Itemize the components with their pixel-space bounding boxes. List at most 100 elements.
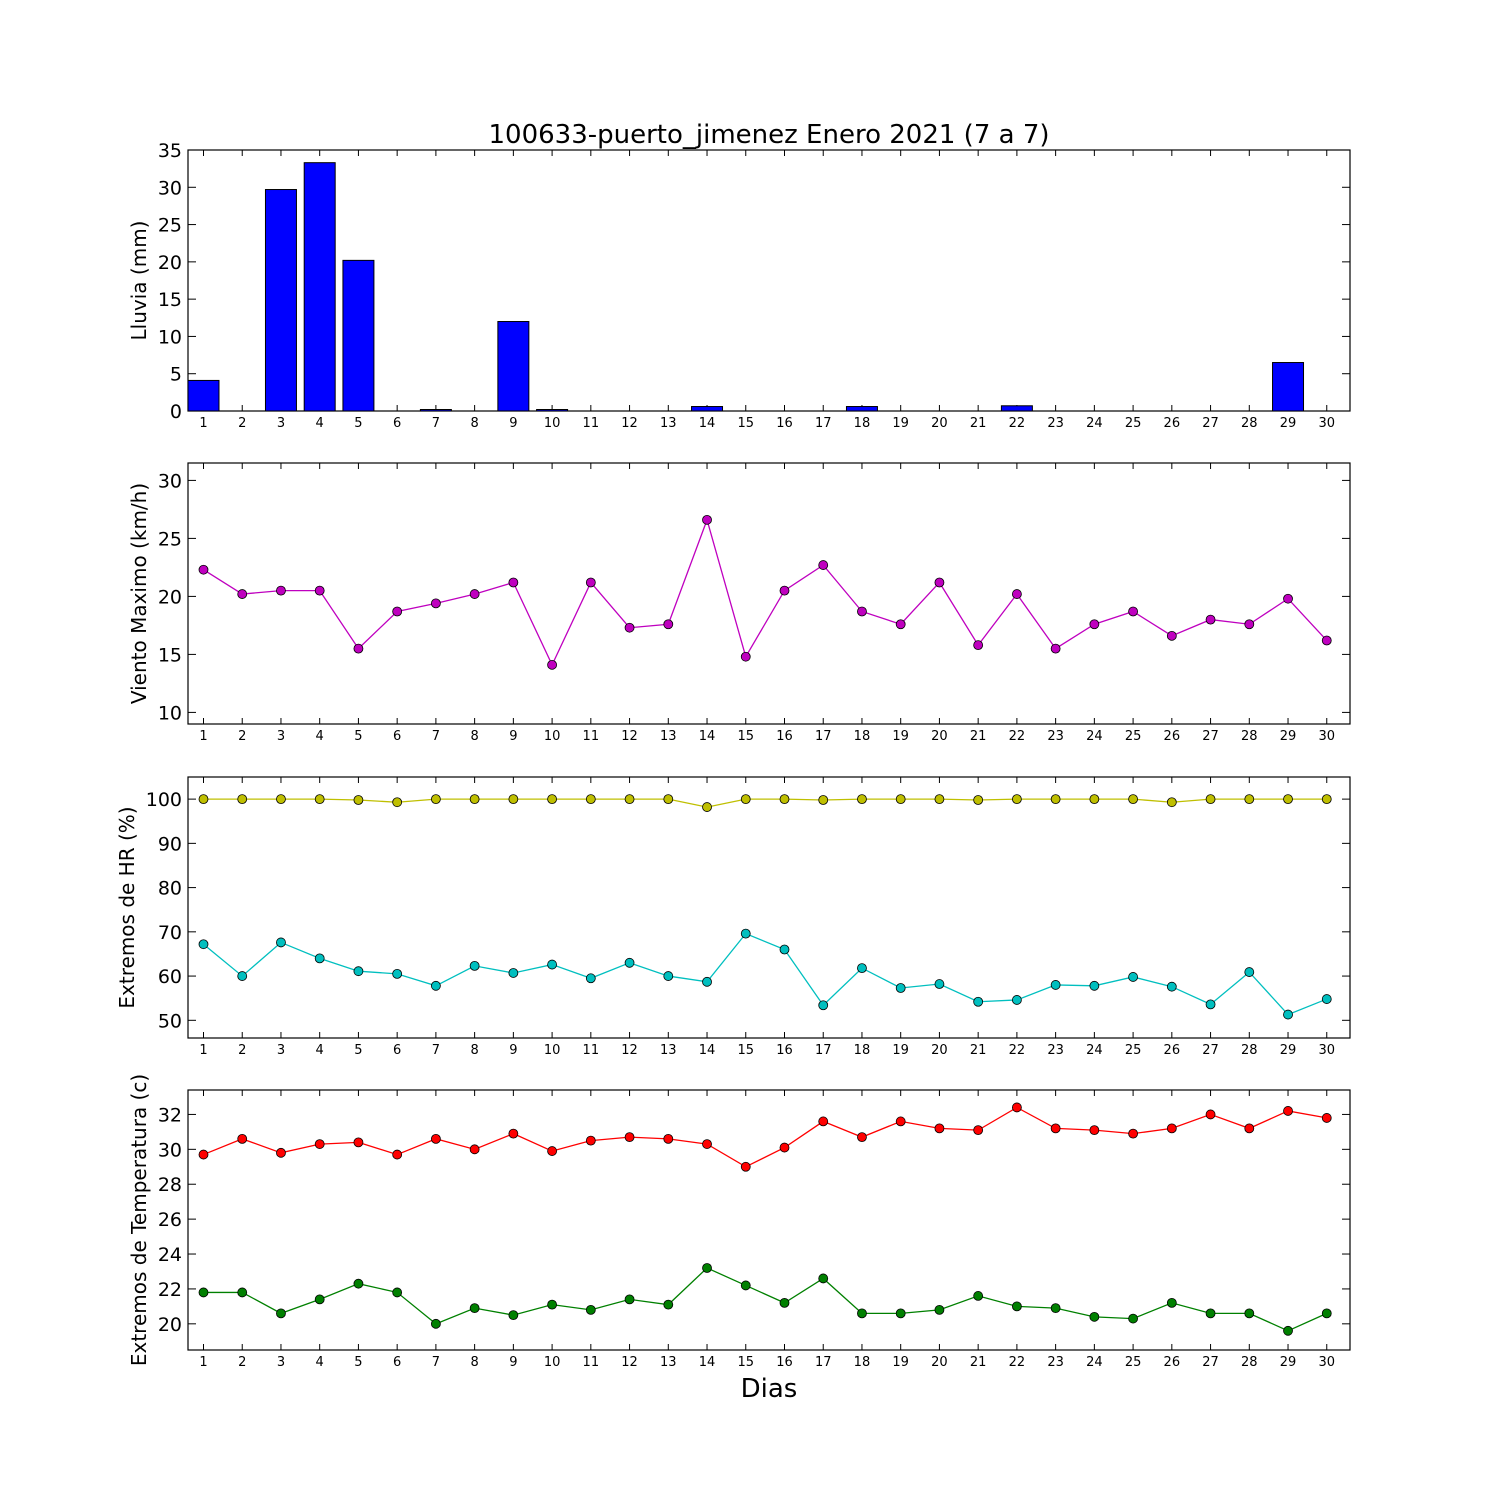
temperature-x-tick-label: 28 — [1241, 1355, 1258, 1370]
wind-x-tick-label: 1 — [199, 729, 207, 744]
temperature-series-0-point — [857, 1132, 867, 1143]
humidity-series-1-point — [276, 937, 286, 948]
humidity-series-0-point — [392, 797, 403, 808]
humidity-series-0-point — [1011, 794, 1022, 805]
temperature-series-1-point — [314, 1294, 325, 1305]
temperature-y-tick-label: 20 — [158, 1314, 182, 1336]
humidity-series-0-point — [1128, 794, 1138, 805]
humidity-series-1-point — [469, 960, 480, 971]
rain-bar — [845, 406, 878, 412]
temperature-series-1-point — [895, 1308, 906, 1319]
wind-series-0-point — [779, 585, 790, 596]
rain-x-tick-label: 20 — [931, 416, 948, 431]
humidity-series-0-point — [740, 794, 751, 805]
rain-y-tick-label: 25 — [158, 215, 182, 237]
temperature-y-tick-label: 28 — [158, 1174, 182, 1196]
humidity-series-1-point — [1050, 980, 1061, 990]
temperature-x-tick-label: 17 — [815, 1355, 832, 1370]
temperature-series-0-point — [1050, 1123, 1061, 1134]
humidity-x-tick-label: 8 — [470, 1043, 478, 1058]
temperature-x-tick-label: 9 — [509, 1355, 517, 1370]
temperature-y-axis-label: Extremos de Temperatura (c) — [127, 1074, 151, 1366]
rain-x-tick-label: 1 — [199, 416, 207, 431]
humidity-series-1-point — [547, 959, 557, 970]
rain-x-tick-label: 22 — [1009, 416, 1026, 431]
wind-x-tick-label: 25 — [1125, 729, 1142, 744]
temperature-x-tick-label: 13 — [660, 1355, 677, 1370]
temperature-x-tick-label: 10 — [544, 1355, 561, 1370]
rain-y-tick-label: 15 — [158, 289, 182, 311]
wind-x-tick-label: 10 — [544, 729, 561, 744]
temperature-series-0-point — [469, 1144, 480, 1155]
temperature-x-tick-label: 5 — [354, 1355, 362, 1370]
humidity-series-0-point — [585, 794, 596, 805]
temperature-series-0-point — [702, 1139, 712, 1149]
wind-x-tick-label: 11 — [583, 729, 600, 744]
temperature-series-1-point — [430, 1318, 441, 1329]
temperature-series-1-point — [469, 1303, 480, 1314]
humidity-y-axis-label: Extremos de HR (%) — [115, 806, 139, 1008]
temperature-series-1-point — [276, 1308, 286, 1319]
wind-x-tick-label: 3 — [277, 729, 285, 744]
rain-x-tick-label: 9 — [509, 416, 517, 431]
humidity-x-tick-label: 19 — [892, 1043, 909, 1058]
rain-x-tick-label: 15 — [737, 416, 754, 431]
humidity-x-tick-label: 15 — [737, 1043, 754, 1058]
temperature-series-1-point — [1011, 1301, 1022, 1312]
wind-x-tick-label: 30 — [1318, 729, 1335, 744]
wind-series-0-point — [1089, 619, 1100, 630]
temperature-series-1-point — [663, 1299, 674, 1310]
rain-bar — [1272, 362, 1305, 412]
rain-bar — [536, 409, 569, 412]
temperature-y-tick-label: 32 — [158, 1104, 182, 1126]
humidity-y-tick-label: 70 — [158, 922, 182, 944]
wind-series-0-point — [895, 619, 906, 630]
wind-x-tick-label: 20 — [931, 729, 948, 744]
wind-x-tick-label: 21 — [970, 729, 987, 744]
rain-x-tick-label: 14 — [699, 416, 716, 431]
rain-x-tick-label: 16 — [776, 416, 793, 431]
temperature-series-1-point — [973, 1291, 984, 1301]
temperature-x-tick-label: 7 — [432, 1355, 440, 1370]
temperature-x-tick-label: 22 — [1009, 1355, 1026, 1370]
wind-series-0-point — [857, 606, 867, 617]
temperature-series-0-point — [508, 1128, 519, 1139]
wind-series-0-point — [934, 577, 945, 588]
wind-series-0-point — [353, 643, 364, 654]
wind-x-tick-label: 19 — [892, 729, 909, 744]
temperature-x-tick-label: 2 — [238, 1355, 246, 1370]
rain-x-tick-label: 13 — [660, 416, 677, 431]
humidity-x-tick-label: 13 — [660, 1043, 677, 1058]
wind-series-0-point — [508, 577, 519, 588]
temperature-series-1-point — [1128, 1313, 1138, 1324]
temperature-series-0-point — [1321, 1113, 1332, 1123]
humidity-series-1-point — [857, 963, 867, 974]
wind-x-tick-label: 29 — [1280, 729, 1297, 744]
humidity-series-1-point — [934, 979, 945, 989]
humidity-series-0-point — [276, 794, 286, 805]
humidity-series-0-point — [818, 795, 829, 805]
temperature-series-0-point — [1089, 1125, 1100, 1136]
temperature-series-1-point — [818, 1273, 829, 1284]
wind-series-0-point — [1283, 593, 1293, 604]
humidity-series-1-point — [702, 976, 712, 987]
humidity-series-0-point — [430, 794, 441, 805]
humidity-series-0-point — [1050, 794, 1061, 805]
humidity-x-tick-label: 10 — [544, 1043, 561, 1058]
rain-x-tick-label: 11 — [583, 416, 600, 431]
rain-x-tick-label: 25 — [1125, 416, 1142, 431]
temperature-series-0-point — [314, 1139, 325, 1149]
x-axis-label: Dias — [741, 1374, 798, 1404]
humidity-series-1-point — [895, 983, 906, 993]
humidity-series-0-point — [624, 794, 635, 805]
wind-x-tick-label: 2 — [238, 729, 246, 744]
humidity-series-1-point — [1205, 999, 1216, 1010]
rain-x-tick-label: 26 — [1164, 416, 1181, 431]
humidity-series-0-point — [973, 795, 984, 805]
wind-y-tick-label: 30 — [158, 470, 182, 492]
temperature-x-tick-label: 29 — [1280, 1355, 1297, 1370]
humidity-series-0-point — [857, 794, 867, 805]
rain-x-tick-label: 24 — [1086, 416, 1103, 431]
